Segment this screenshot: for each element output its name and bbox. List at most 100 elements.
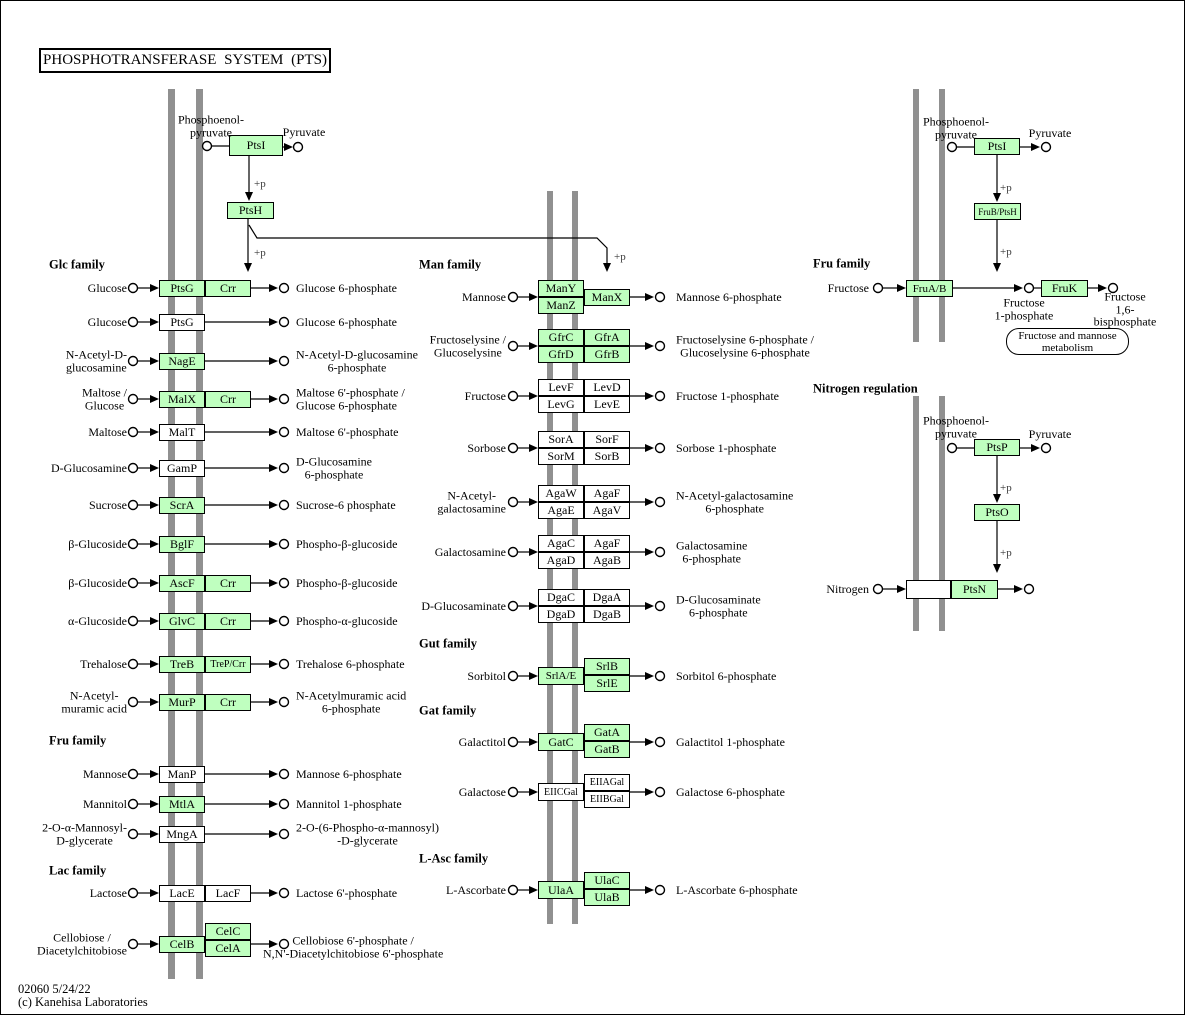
gene-box-srlb[interactable]: SrlB <box>584 658 630 675</box>
gene-box-leve[interactable]: LevE <box>584 396 630 413</box>
gene-box-ascf[interactable]: AscF <box>159 575 205 592</box>
gene-box-srla-e[interactable]: SrlA/E <box>538 667 584 685</box>
gene-box-agad[interactable]: AgaD <box>538 552 584 569</box>
gene-box-ptsh[interactable]: PtsH <box>227 202 274 219</box>
compound-circle[interactable] <box>127 768 139 780</box>
compound-circle[interactable] <box>654 600 666 612</box>
compound-circle[interactable] <box>1107 282 1119 294</box>
gene-box-ptsi[interactable]: PtsI <box>974 138 1020 155</box>
gene-box-eiicgal[interactable]: EIICGal <box>538 783 584 801</box>
compound-circle[interactable] <box>278 538 290 550</box>
gene-box-scra[interactable]: ScrA <box>159 497 205 514</box>
compound-circle[interactable] <box>127 938 139 950</box>
gene-box-gfrd[interactable]: GfrD <box>538 346 584 363</box>
compound-circle[interactable] <box>872 583 884 595</box>
compound-circle[interactable] <box>278 887 290 899</box>
gene-box-manp[interactable]: ManP <box>159 766 205 783</box>
gene-box-ptsi[interactable]: PtsI <box>229 135 283 156</box>
gene-box-malx[interactable]: MalX <box>159 391 205 408</box>
compound-circle[interactable] <box>507 786 519 798</box>
gene-box-lace[interactable]: LacE <box>159 885 205 902</box>
gene-box-gfrc[interactable]: GfrC <box>538 329 584 346</box>
gene-box-bglf[interactable]: BglF <box>159 536 205 553</box>
compound-circle[interactable] <box>507 496 519 508</box>
gene-box-levg[interactable]: LevG <box>538 396 584 413</box>
compound-circle[interactable] <box>1023 583 1035 595</box>
gene-box-ptsp[interactable]: PtsP <box>974 439 1020 456</box>
compound-circle[interactable] <box>507 340 519 352</box>
compound-circle[interactable] <box>127 798 139 810</box>
gene-box-gatc[interactable]: GatC <box>538 733 584 751</box>
gene-box-celb[interactable]: CelB <box>159 936 205 953</box>
compound-circle[interactable] <box>127 393 139 405</box>
gene-box-ulab[interactable]: UlaB <box>584 889 630 906</box>
gene-box-sorf[interactable]: SorF <box>584 431 630 448</box>
gene-box-manx[interactable]: ManX <box>584 289 630 306</box>
compound-circle[interactable] <box>654 786 666 798</box>
compound-circle[interactable] <box>278 828 290 840</box>
gene-box-treb[interactable]: TreB <box>159 656 205 673</box>
compound-circle[interactable] <box>654 884 666 896</box>
compound-circle[interactable] <box>507 291 519 303</box>
gene-box-sorm[interactable]: SorM <box>538 448 584 465</box>
compound-circle[interactable] <box>127 355 139 367</box>
gene-box-gata[interactable]: GatA <box>584 724 630 741</box>
compound-circle[interactable] <box>278 696 290 708</box>
gene-box-crr[interactable]: Crr <box>205 575 251 592</box>
gene-box-crr[interactable]: Crr <box>205 391 251 408</box>
gene-box-celc[interactable]: CelC <box>205 923 251 940</box>
gene-box-glvc[interactable]: GlvC <box>159 613 205 630</box>
gene-box-gfrb[interactable]: GfrB <box>584 346 630 363</box>
compound-circle[interactable] <box>1023 282 1035 294</box>
compound-circle[interactable] <box>127 499 139 511</box>
compound-circle[interactable] <box>507 884 519 896</box>
compound-circle[interactable] <box>278 938 290 950</box>
compound-circle[interactable] <box>127 887 139 899</box>
compound-circle[interactable] <box>127 658 139 670</box>
compound-circle[interactable] <box>654 670 666 682</box>
compound-circle[interactable] <box>1040 442 1052 454</box>
compound-circle[interactable] <box>507 546 519 558</box>
compound-circle[interactable] <box>1040 141 1052 153</box>
gene-box-gamp[interactable]: GamP <box>159 460 205 477</box>
compound-circle[interactable] <box>654 390 666 402</box>
compound-circle[interactable] <box>278 768 290 780</box>
gene-box-mnga[interactable]: MngA <box>159 826 205 843</box>
compound-circle[interactable] <box>278 282 290 294</box>
compound-circle[interactable] <box>278 577 290 589</box>
compound-circle[interactable] <box>654 291 666 303</box>
gene-box-ptsn[interactable]: PtsN <box>951 580 998 599</box>
gene-box-agaf[interactable]: AgaF <box>584 535 630 552</box>
compound-circle[interactable] <box>278 658 290 670</box>
gene-box-agav[interactable]: AgaV <box>584 502 630 519</box>
gene-box-malt[interactable]: MalT <box>159 424 205 441</box>
gene-box-frua-b[interactable]: FruA/B <box>906 280 953 297</box>
gene-box-dgaa[interactable]: DgaA <box>584 589 630 606</box>
compound-circle[interactable] <box>507 736 519 748</box>
gene-box-ulac[interactable]: UlaC <box>584 872 630 889</box>
compound-circle[interactable] <box>278 499 290 511</box>
compound-circle[interactable] <box>292 141 304 153</box>
gene-box-crr[interactable]: Crr <box>205 694 251 711</box>
gene-box-dgab[interactable]: DgaB <box>584 606 630 623</box>
compound-circle[interactable] <box>872 282 884 294</box>
gene-box-gfra[interactable]: GfrA <box>584 329 630 346</box>
gene-box-sora[interactable]: SorA <box>538 431 584 448</box>
gene-box-agaf[interactable]: AgaF <box>584 485 630 502</box>
compound-circle[interactable] <box>278 393 290 405</box>
gene-box-lacf[interactable]: LacF <box>205 885 251 902</box>
compound-circle[interactable] <box>946 442 958 454</box>
gene-box-ptsg[interactable]: PtsG <box>159 280 205 297</box>
gene-box-trep-crr[interactable]: TreP/Crr <box>205 656 251 673</box>
gene-box-fruk[interactable]: FruK <box>1041 280 1088 297</box>
gene-box-ulaa[interactable]: UlaA <box>538 881 584 899</box>
compound-circle[interactable] <box>654 546 666 558</box>
gene-box-nage[interactable]: NagE <box>159 353 205 370</box>
gene-box-crr[interactable]: Crr <box>205 280 251 297</box>
pathway-link-box[interactable]: Fructose and mannose metabolism <box>1006 328 1129 355</box>
compound-circle[interactable] <box>127 426 139 438</box>
compound-circle[interactable] <box>127 615 139 627</box>
compound-circle[interactable] <box>507 600 519 612</box>
compound-circle[interactable] <box>654 736 666 748</box>
gene-box-eiibgal[interactable]: EIIBGal <box>584 791 630 808</box>
